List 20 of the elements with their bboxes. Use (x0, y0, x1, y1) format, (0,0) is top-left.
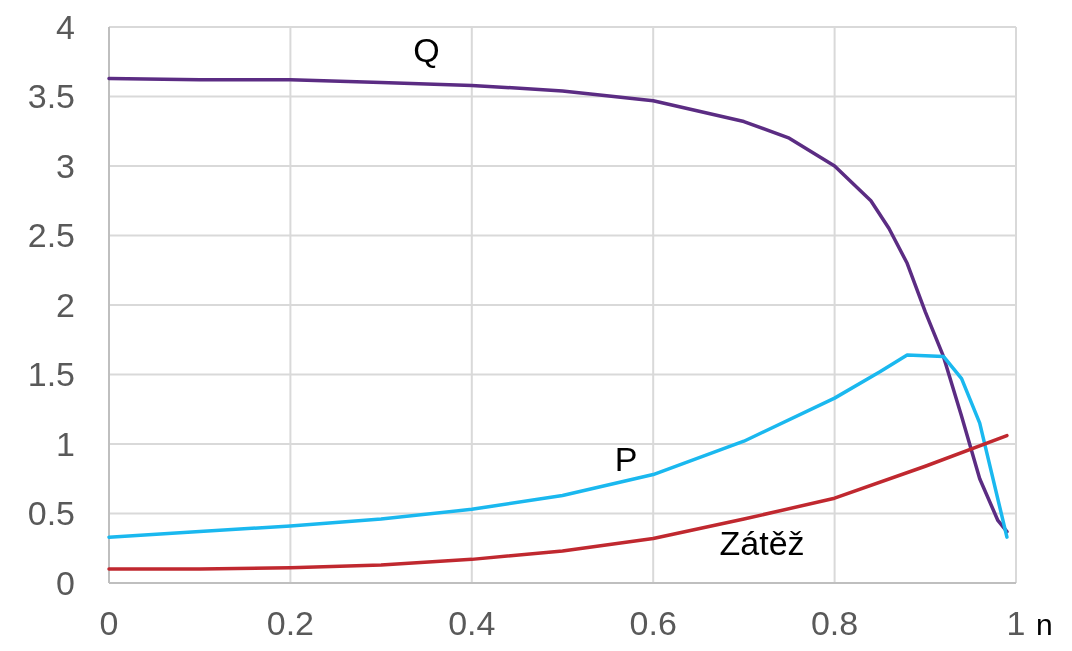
y-tick-label: 2.5 (27, 216, 75, 255)
y-tick-label: 3 (56, 146, 75, 185)
y-tick-label: 0.5 (27, 494, 75, 533)
series-label: P (614, 439, 638, 478)
y-tick-label: 1 (56, 424, 75, 463)
series-label: Zátěž (719, 523, 805, 562)
x-tick-label: 0.2 (266, 604, 315, 642)
line-series (107, 433, 1009, 571)
x-tick-label: 1 (1006, 604, 1026, 642)
x-tick-label: 0.6 (629, 604, 677, 642)
x-tick-label: 0.4 (448, 604, 496, 642)
x-tick-label: 0.8 (810, 604, 859, 642)
y-tick-label: 2 (56, 285, 75, 324)
y-tick-label: 1.5 (27, 355, 75, 394)
y-tick-label: 0 (56, 563, 75, 602)
y-tick-label: 4 (56, 7, 75, 46)
y-tick-label: 3.5 (27, 77, 75, 116)
series-label: Q (413, 30, 440, 69)
x-tick-label: 0 (99, 604, 119, 642)
x-axis-title: n (1036, 608, 1053, 641)
